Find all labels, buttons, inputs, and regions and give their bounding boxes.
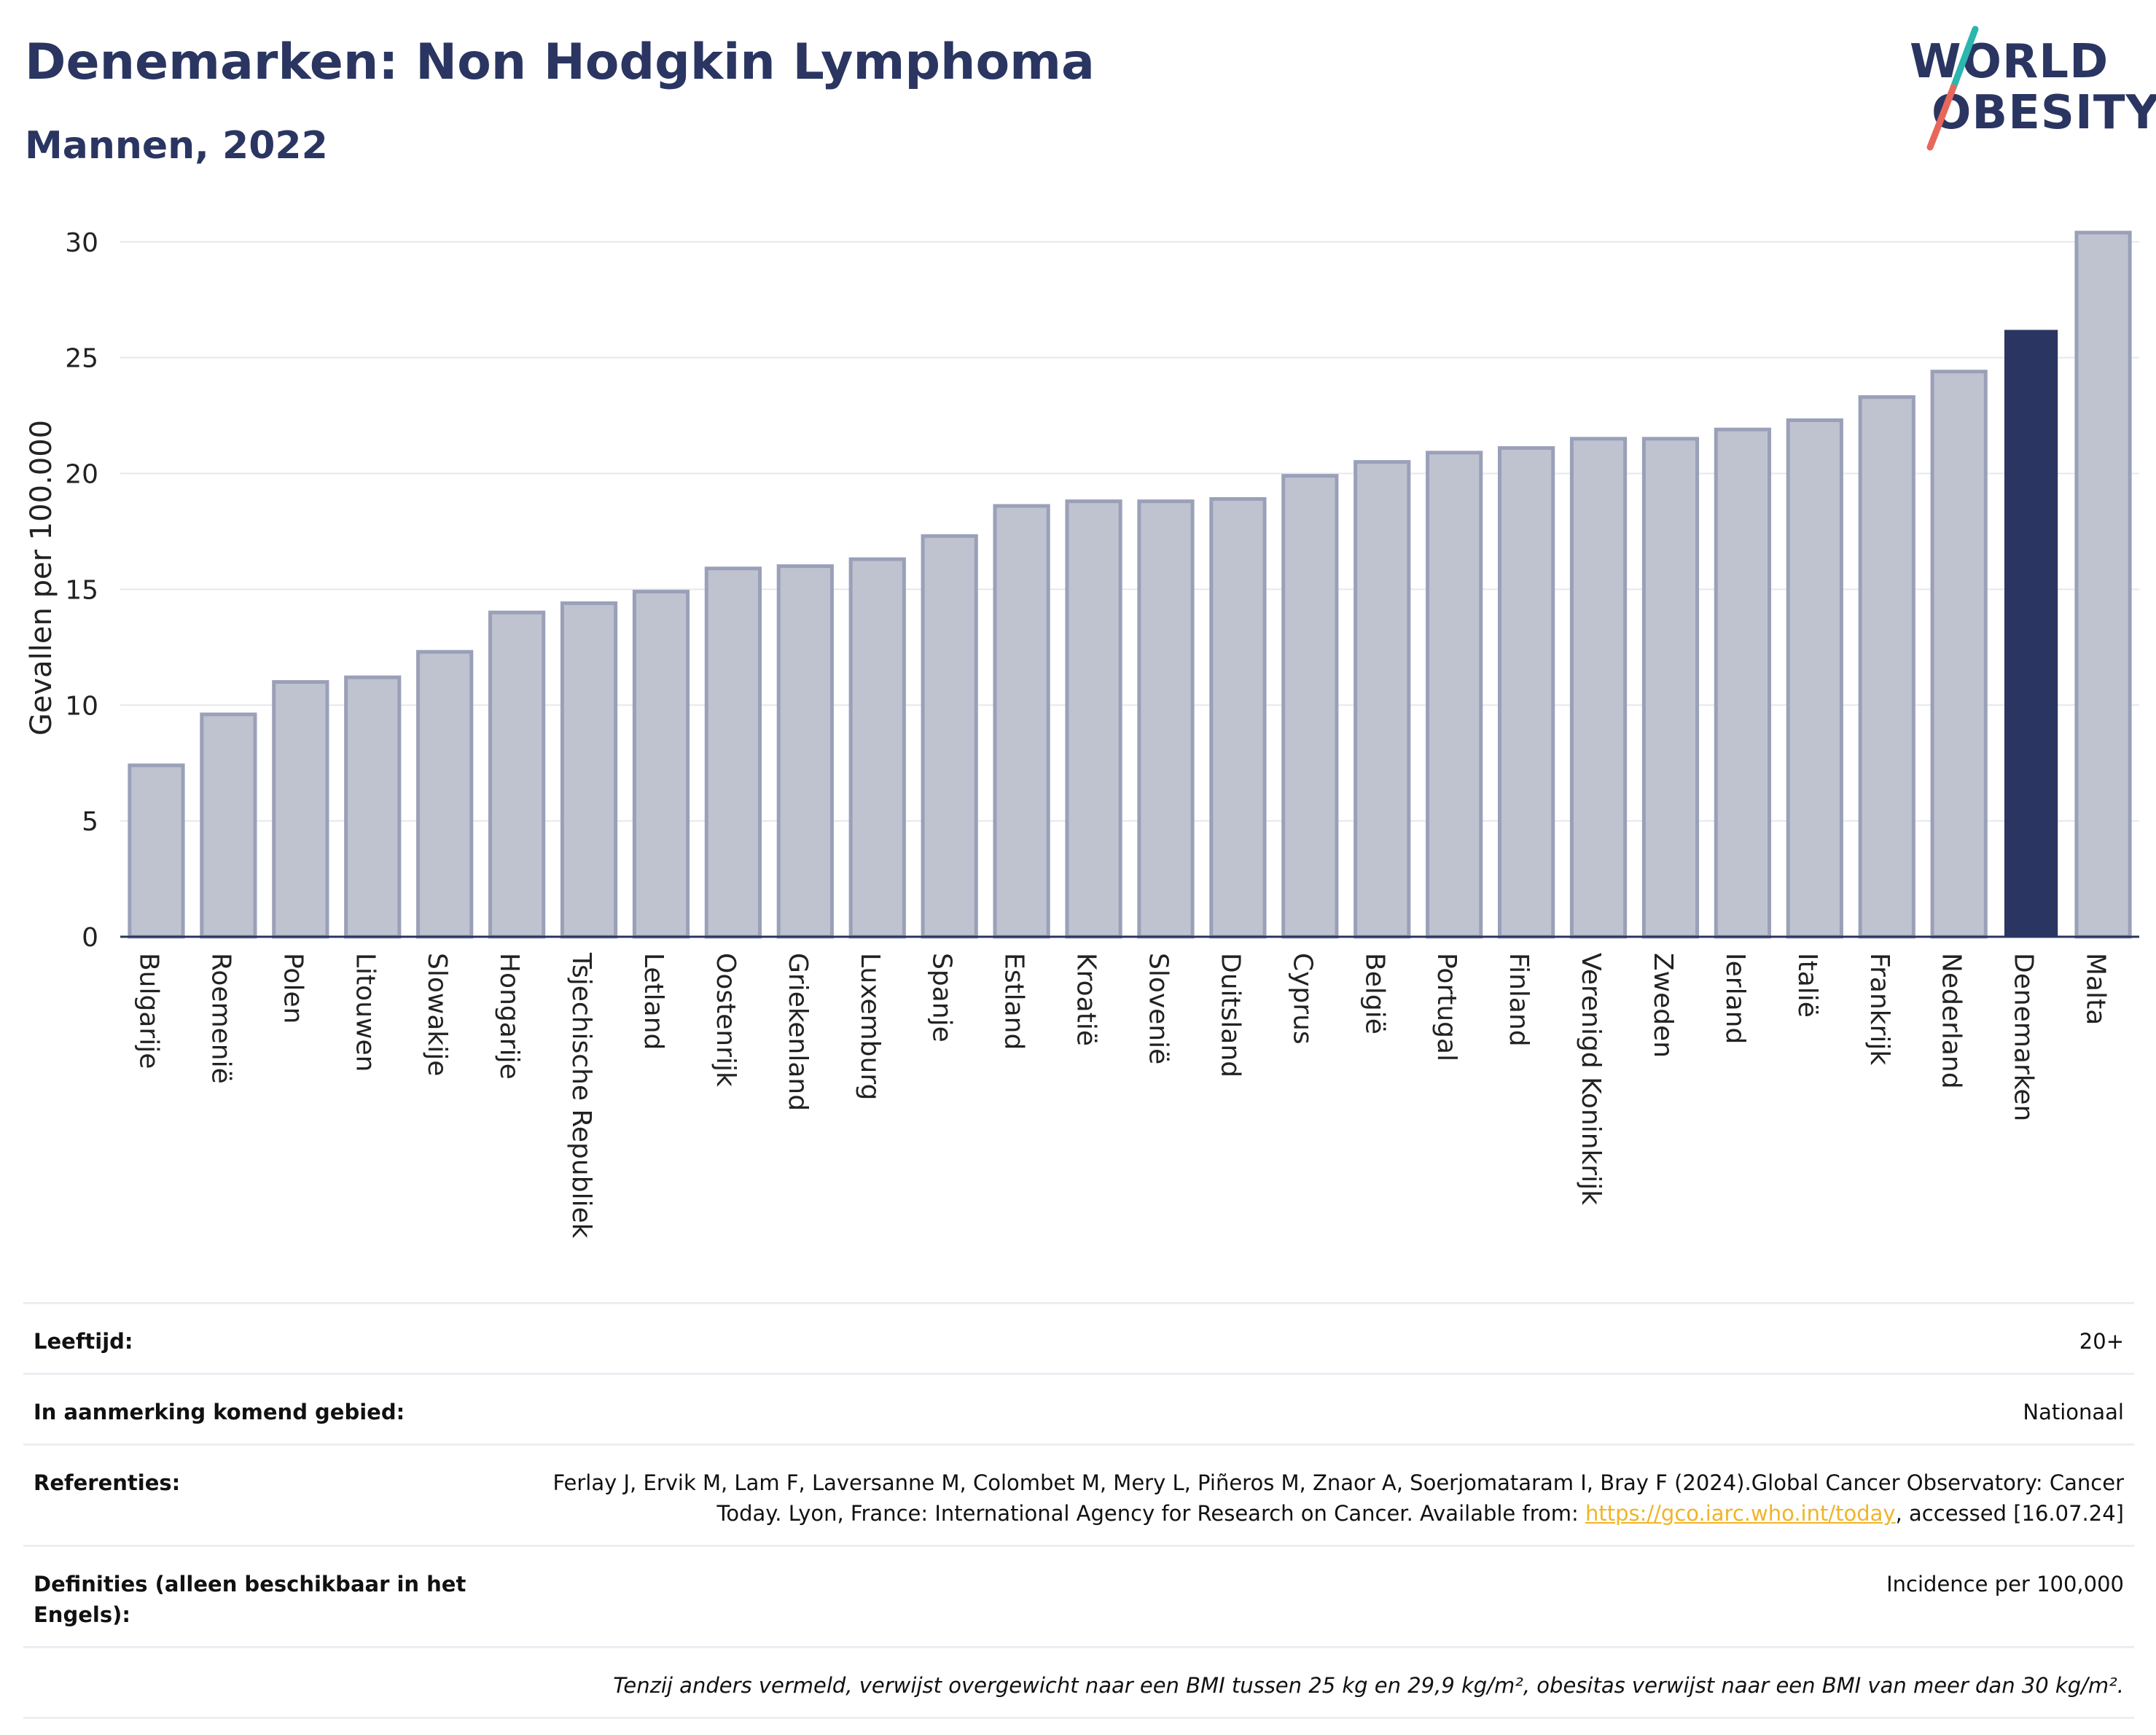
x-tick-label: Verenigd Koninkrijk <box>1576 953 1606 1205</box>
info-label-age: Leeftijd: <box>23 1302 510 1374</box>
bar-oostenrijk <box>704 566 762 939</box>
info-value-age: 20+ <box>510 1302 2134 1374</box>
bar-finland <box>1498 446 1555 939</box>
y-tick-label: 10 <box>65 691 98 721</box>
y-tick-label: 0 <box>82 923 98 953</box>
bar-litouwen <box>344 675 402 939</box>
bar-hongarije <box>488 610 546 939</box>
bar-itali- <box>1786 418 1843 939</box>
bar-slowakije <box>416 650 474 939</box>
bar-portugal <box>1426 451 1483 939</box>
logo-slash-icon <box>1926 26 1979 151</box>
bar-belgi- <box>1354 460 1411 939</box>
x-tick-label: Litouwen <box>350 953 380 1072</box>
bar-tsjechische-republiek <box>560 601 618 939</box>
x-tick-label: Frankrijk <box>1864 953 1894 1065</box>
x-tick-label: België <box>1359 953 1389 1034</box>
x-tick-label: Duitsland <box>1215 953 1245 1077</box>
info-row-region: In aanmerking komend gebied: Nationaal <box>23 1373 2134 1445</box>
info-row-age: Leeftijd: 20+ <box>23 1302 2134 1374</box>
bar-verenigd-koninkrijk <box>1569 437 1628 939</box>
x-tick-label: Slowakije <box>422 953 452 1076</box>
bar-nederland <box>1930 370 1988 939</box>
y-tick-label: 30 <box>65 228 98 258</box>
x-tick-label: Oostenrijk <box>711 953 741 1087</box>
x-tick-label: Italië <box>1792 953 1822 1018</box>
bar-spanje <box>921 534 978 939</box>
x-tick-label: Zweden <box>1648 953 1678 1058</box>
x-tick-label: Luxemburg <box>855 953 885 1100</box>
x-tick-label: Ierland <box>1720 953 1750 1044</box>
references-link[interactable]: https://gco.iarc.who.int/today <box>1585 1501 1896 1526</box>
bar-luxemburg <box>848 557 906 939</box>
logo-text-world: WORLD <box>1910 35 2109 89</box>
x-tick-label: Nederland <box>1937 953 1966 1089</box>
bar-zweden <box>1641 437 1700 939</box>
info-value-region: Nationaal <box>510 1373 2134 1445</box>
x-tick-label: Letland <box>638 953 668 1050</box>
info-label-region: In aanmerking komend gebied: <box>23 1373 510 1445</box>
bar-malta <box>2074 230 2132 939</box>
tick-labels: 0 5 10 15 20 25 30 Bulgarije Roemenië Polen Litouw… <box>25 228 2111 1239</box>
bar-bulgarije <box>128 763 185 939</box>
references-text: Ferlay J, Ervik M, Lam F, Laversanne M, … <box>552 1470 2124 1526</box>
bar-frankrijk <box>1858 395 1915 939</box>
bar-cyprus <box>1281 474 1339 939</box>
info-row-note: Tenzij anders vermeld, verwijst overgewi… <box>23 1646 2134 1719</box>
x-tick-label: Denemarken <box>2009 953 2039 1121</box>
y-tick-label: 25 <box>65 344 98 374</box>
bar-denemarken <box>2004 330 2058 937</box>
x-tick-label: Roemenië <box>206 953 235 1084</box>
info-row-references: Referenties: Ferlay J, Ervik M, Lam F, L… <box>23 1443 2134 1546</box>
info-label-definitions: Definities (alleen beschikbaar in het En… <box>23 1545 510 1648</box>
chart-title: Denemarken: Non Hodgkin Lymphoma <box>25 34 1095 91</box>
x-tick-label: Estland <box>999 953 1029 1050</box>
bmi-note: Tenzij anders vermeld, verwijst overgewi… <box>23 1646 2134 1719</box>
bars <box>128 230 2132 939</box>
bar-duitsland <box>1209 496 1267 939</box>
x-tick-label: Tsjechische Republiek <box>566 952 596 1239</box>
x-tick-label: Malta <box>2081 953 2111 1025</box>
y-axis-label: Gevallen per 100.000 <box>25 420 58 736</box>
bar-griekenland <box>776 564 834 939</box>
x-tick-label: Griekenland <box>783 953 813 1111</box>
x-tick-label: Spanje <box>927 953 957 1042</box>
bar-estland <box>993 504 1050 939</box>
x-tick-label: Polen <box>278 953 308 1024</box>
x-tick-label: Cyprus <box>1287 953 1317 1045</box>
x-tick-label: Finland <box>1504 953 1534 1047</box>
x-tick-label: Portugal <box>1432 953 1461 1061</box>
y-tick-label: 5 <box>82 807 98 837</box>
logo-text-obesity: OBESITY <box>1932 86 2156 140</box>
y-tick-label: 15 <box>65 575 98 605</box>
x-tick-label: Slovenië <box>1143 953 1173 1064</box>
bar-polen <box>272 679 329 939</box>
world-obesity-logo: WORLD OBESITY <box>1895 22 2156 153</box>
bar-letland <box>632 590 690 939</box>
bar-kroati- <box>1065 499 1122 939</box>
bar-roemeni- <box>200 712 257 939</box>
info-label-references: Referenties: <box>23 1443 510 1546</box>
x-tick-label: Kroatië <box>1071 953 1101 1046</box>
chart-subtitle: Mannen, 2022 <box>25 124 328 168</box>
x-tick-label: Bulgarije <box>133 953 163 1069</box>
x-tick-label: Hongarije <box>494 953 524 1080</box>
info-value-definitions: Incidence per 100,000 <box>510 1545 2134 1648</box>
y-tick-label: 20 <box>65 460 98 490</box>
info-value-references: Ferlay J, Ervik M, Lam F, Laversanne M, … <box>510 1443 2134 1546</box>
info-row-definitions: Definities (alleen beschikbaar in het En… <box>23 1545 2134 1648</box>
bar-chart: 0 5 10 15 20 25 30 Bulgarije Roemenië Polen Litouw… <box>25 228 2139 1239</box>
references-accessed: , accessed [16.07.24] <box>1895 1501 2124 1526</box>
bar-sloveni- <box>1137 499 1195 939</box>
bar-ierland <box>1714 427 1771 939</box>
info-table: Leeftijd: 20+ In aanmerking komend gebie… <box>23 1302 2134 1719</box>
